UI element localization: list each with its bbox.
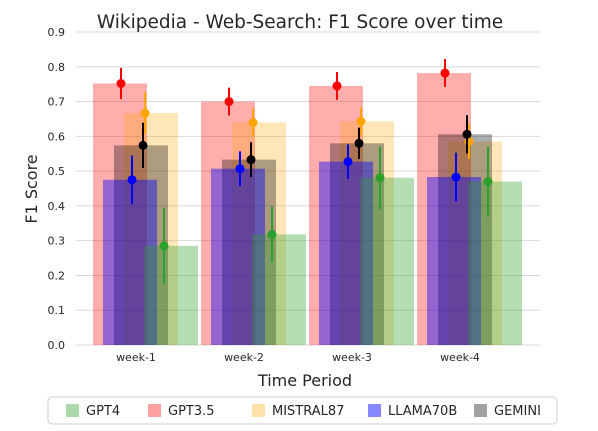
y-tick-label: 0.3 [48, 235, 66, 248]
bar-gpt35-week-2 [201, 101, 255, 345]
legend-label-llama70b: LLAMA70B [388, 404, 457, 419]
point-gpt35 [332, 81, 342, 91]
point-gemini [354, 138, 364, 148]
legend-swatch-gemini [474, 404, 487, 417]
legend-swatch-gpt35 [148, 404, 161, 417]
bar-gpt4-week-4 [468, 181, 522, 345]
y-tick-label: 0.9 [48, 26, 66, 39]
chart-title: Wikipedia - Web-Search: F1 Score over ti… [97, 12, 503, 33]
legend-label-gpt4: GPT4 [86, 404, 120, 419]
bar-llama70b-week-2 [211, 168, 265, 345]
y-tick-label: 0.8 [48, 61, 66, 74]
point-llama70b [343, 157, 353, 167]
point-gpt35 [224, 97, 234, 107]
legend: GPT4 GPT3.5 MISTRAL87 LLAMA70B GEMINI [47, 396, 558, 425]
point-mistral87 [140, 108, 150, 118]
point-llama70b [451, 172, 461, 182]
x-tick-label: week-1 [116, 351, 156, 364]
point-gemini [246, 155, 256, 165]
point-gemini [462, 129, 472, 139]
point-gpt4 [375, 173, 385, 183]
bar-gpt4-week-1 [144, 245, 198, 345]
bar-layer [93, 73, 522, 346]
bar-llama70b-week-1 [103, 179, 157, 345]
legend-swatch-mistral87 [252, 404, 265, 417]
bar-gpt4-week-2 [252, 234, 306, 345]
bar-gemini-week-4 [438, 134, 492, 345]
y-tick-label: 0.6 [48, 130, 66, 143]
bar-gpt4-week-3 [360, 177, 414, 345]
point-llama70b [235, 164, 245, 174]
error-bar-layer [116, 59, 493, 285]
y-axis-label: F1 Score [22, 154, 41, 223]
legend-frame [47, 396, 558, 425]
y-tick-label: 0.4 [48, 200, 66, 213]
bar-gpt35-week-3 [309, 85, 363, 346]
x-tick-label: week-2 [224, 351, 264, 364]
bar-gemini-week-3 [330, 143, 384, 345]
point-gpt4 [159, 241, 169, 251]
bar-llama70b-week-4 [427, 177, 481, 345]
point-gpt35 [116, 78, 126, 88]
legend-label-gpt35: GPT3.5 [168, 404, 215, 419]
y-tick-labels: 0.0 0.1 0.2 0.3 0.4 0.5 0.6 0.7 0.8 0.9 [48, 26, 66, 352]
y-tick-label: 0.0 [48, 339, 66, 352]
bar-gpt35-week-1 [93, 83, 147, 346]
bar-mistral87-week-1 [124, 113, 178, 345]
bar-gemini-week-1 [114, 145, 168, 345]
point-mistral87 [248, 117, 258, 127]
point-llama70b [127, 175, 137, 185]
point-gpt4 [483, 177, 493, 187]
point-gpt4 [267, 229, 277, 239]
x-tick-label: week-3 [332, 351, 372, 364]
bar-llama70b-week-3 [319, 161, 373, 345]
bar-gpt35-week-4 [417, 73, 471, 345]
y-tick-label: 0.7 [48, 96, 66, 109]
legend-label-mistral87: MISTRAL87 [272, 404, 344, 419]
bar-gemini-week-2 [222, 159, 276, 345]
point-mistral87 [356, 116, 366, 126]
y-tick-label: 0.2 [48, 269, 66, 282]
legend-swatch-llama70b [368, 404, 381, 417]
point-gemini [138, 140, 148, 150]
legend-swatch-gpt4 [66, 404, 79, 417]
y-tick-label: 0.1 [48, 304, 66, 317]
x-axis-label: Time Period [257, 371, 352, 390]
legend-label-gemini: GEMINI [494, 404, 541, 419]
x-tick-labels: week-1 week-2 week-3 week-4 [116, 351, 480, 364]
grid-lines [76, 31, 540, 346]
y-tick-label: 0.5 [48, 165, 66, 178]
point-gpt35 [440, 68, 450, 78]
x-tick-label: week-4 [440, 351, 480, 364]
